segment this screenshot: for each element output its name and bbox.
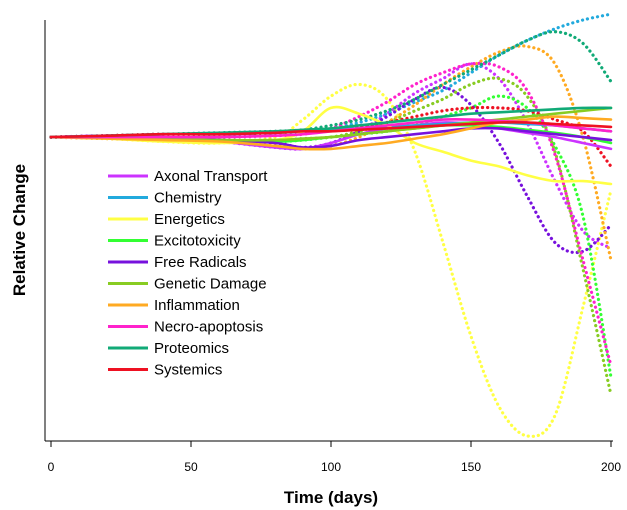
series-inflammation-dotted-line (49, 44, 613, 262)
series-inflammation-solid-line (49, 115, 613, 151)
x-tick-label: 50 (184, 460, 198, 474)
x-tick-label: 200 (601, 460, 621, 474)
series-axonal-transport-dotted-line (49, 62, 613, 250)
series-systemics-solid-line (49, 121, 613, 139)
y-axis-title: Relative Change (10, 164, 29, 296)
x-tick-label: 150 (461, 460, 481, 474)
plot-lines (49, 12, 613, 438)
legend: Axonal Transport Chemistry Energetics Excit… (108, 168, 268, 379)
x-tick-label: 0 (48, 460, 55, 474)
legend-label: Necro-apoptosis (154, 319, 263, 336)
x-ticks: 0 50 100 150 200 (48, 441, 621, 474)
legend-label: Genetic Damage (154, 276, 267, 293)
legend-label: Axonal Transport (154, 168, 268, 185)
legend-label: Chemistry (154, 190, 222, 207)
legend-label: Free Radicals (154, 254, 247, 271)
series-necro-apoptosis-dotted-line (49, 61, 613, 368)
series-genetic-damage-dotted-line (49, 76, 613, 397)
legend-label: Proteomics (154, 340, 229, 357)
legend-label: Energetics (154, 211, 225, 228)
x-axis-title: Time (days) (284, 488, 378, 507)
legend-label: Inflammation (154, 297, 240, 314)
legend-label: Excitotoxicity (154, 233, 241, 250)
x-tick-label: 100 (321, 460, 341, 474)
legend-label: Systemics (154, 362, 222, 379)
